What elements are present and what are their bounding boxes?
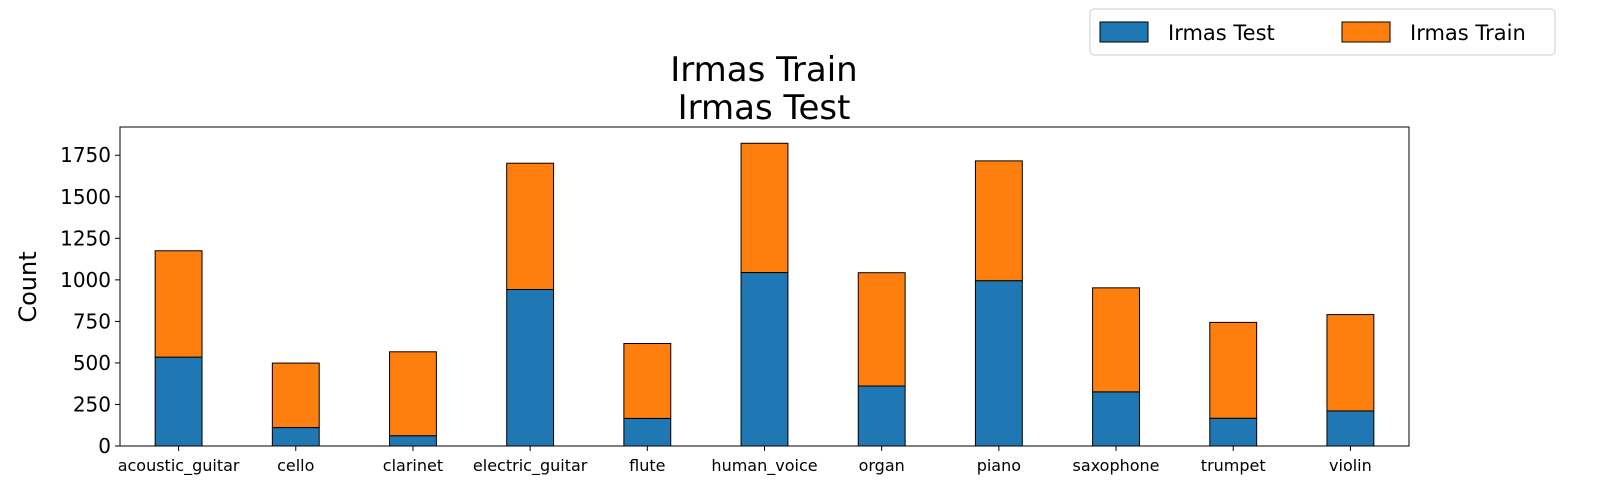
- bars: [154, 142, 1375, 447]
- x-tick-label: electric_guitar: [473, 456, 588, 476]
- legend-label-train: Irmas Train: [1410, 21, 1526, 45]
- bar-acoustic_guitar-test: [154, 356, 203, 447]
- y-tick-label: 750: [73, 309, 111, 333]
- bar-piano-train: [974, 160, 1023, 282]
- y-axis-ticks: 0 250 500 750 1000 1250 1500 1750: [60, 143, 120, 458]
- x-tick-label: trumpet: [1201, 456, 1266, 475]
- bar-cello-test: [271, 427, 320, 447]
- bar-clarinet-train: [389, 351, 437, 437]
- bar-electric_guitar-train: [506, 162, 555, 290]
- bar-organ-test: [857, 385, 906, 447]
- x-tick-label: flute: [629, 456, 665, 475]
- y-tick-label: 1500: [60, 185, 111, 209]
- bar-organ-train: [857, 272, 906, 387]
- chart-title-line-2: Irmas Test: [678, 88, 851, 128]
- bar-acoustic_guitar-train: [154, 250, 203, 358]
- legend-swatch-test: [1099, 21, 1149, 43]
- bar-violin-test: [1326, 410, 1375, 447]
- y-axis-label: Count: [14, 251, 42, 322]
- legend: Irmas Test Irmas Train: [1089, 8, 1556, 56]
- legend-box: [1089, 8, 1556, 56]
- y-tick-label: 1000: [60, 268, 111, 292]
- y-tick-label: 500: [73, 351, 111, 375]
- y-tick-label: 0: [98, 434, 111, 458]
- x-tick-label: violin: [1329, 456, 1372, 475]
- legend-label-test: Irmas Test: [1168, 21, 1275, 45]
- bar-violin-train: [1326, 314, 1375, 412]
- bar-flute-train: [623, 342, 672, 419]
- legend-swatch-train: [1341, 21, 1391, 43]
- bar-human_voice-test: [740, 272, 789, 447]
- x-axis-ticks: acoustic_guitar cello clarinet electric_gui…: [118, 446, 1372, 476]
- bar-saxophone-train: [1092, 287, 1140, 393]
- bar-saxophone-test: [1092, 391, 1140, 447]
- chart-title-line-1: Irmas Train: [670, 50, 857, 90]
- y-tick-label: 250: [73, 392, 111, 416]
- x-tick-label: organ: [859, 456, 905, 475]
- x-tick-label: piano: [977, 456, 1021, 475]
- y-tick-label: 1750: [60, 143, 111, 167]
- x-tick-label: acoustic_guitar: [118, 456, 240, 476]
- x-tick-label: cello: [277, 456, 314, 475]
- bar-human_voice-train: [740, 142, 789, 274]
- bar-trumpet-test: [1209, 417, 1258, 447]
- bar-clarinet-test: [389, 435, 437, 447]
- x-tick-label: saxophone: [1073, 456, 1160, 475]
- bar-piano-test: [974, 280, 1023, 447]
- bar-trumpet-train: [1209, 321, 1258, 419]
- x-tick-label: clarinet: [383, 456, 443, 475]
- y-tick-label: 1250: [60, 226, 111, 250]
- bar-flute-test: [623, 417, 672, 447]
- bar-cello-train: [271, 362, 320, 429]
- x-tick-label: human_voice: [711, 456, 817, 476]
- bar-electric_guitar-test: [506, 288, 555, 447]
- plot-area-frame: [119, 126, 1410, 447]
- chart-title: Irmas Train Irmas Test: [670, 50, 857, 128]
